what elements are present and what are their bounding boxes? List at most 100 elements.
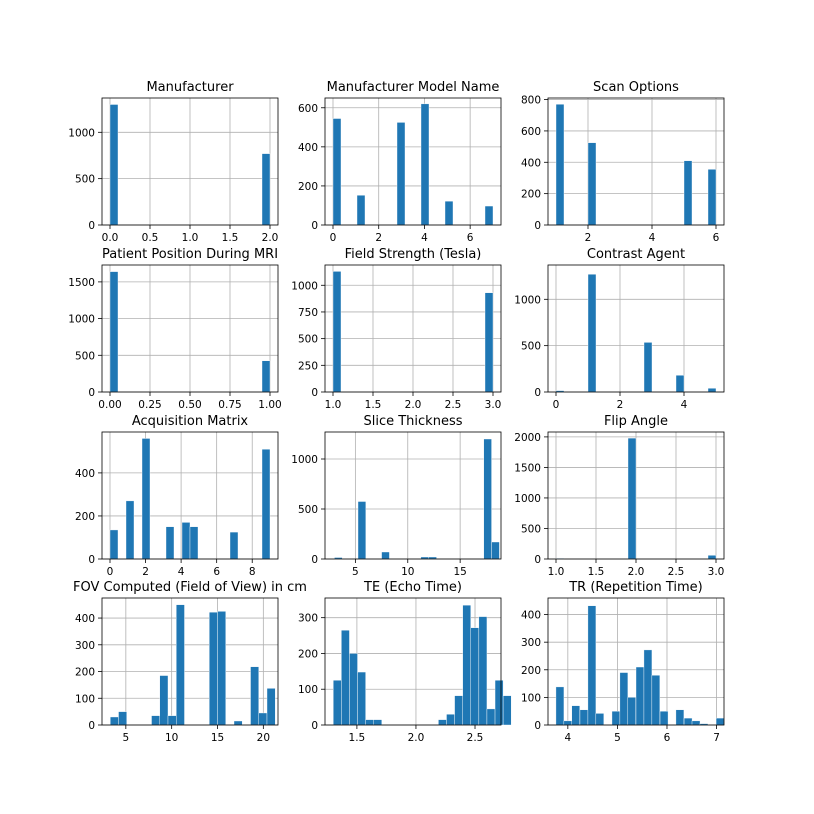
axes-frame [324, 431, 502, 560]
histogram-bar [555, 104, 565, 226]
histogram-bar [563, 720, 573, 726]
axes-frame [101, 597, 279, 726]
x-tick-label: 2.5 [668, 566, 685, 578]
x-tick-label: 1.00 [258, 399, 281, 411]
histogram-bar [233, 720, 243, 726]
histogram-bar [707, 169, 717, 226]
y-tick-label: 200 [521, 665, 541, 677]
y-tick-label: 200 [298, 181, 318, 193]
x-tick-label: 10 [165, 732, 178, 744]
histogram-bar [349, 653, 358, 726]
histogram-bar [483, 438, 492, 560]
chart-title: TR (Repetition Time) [568, 580, 703, 595]
histogram-bar [217, 611, 226, 726]
y-tick-label: 500 [75, 350, 95, 362]
x-tick-label: 1.0 [325, 399, 342, 411]
histogram-bar [715, 717, 725, 726]
y-tick-label: 400 [75, 468, 95, 480]
y-tick-label: 500 [75, 174, 95, 186]
chart-te-echo-time: 1.5 2.0 2.5 0 100 200 300 TE (Echo Time) [298, 580, 512, 744]
histogram-bar [332, 118, 342, 226]
x-tick-label: 2.0 [628, 566, 645, 578]
y-tick-label: 300 [521, 637, 541, 649]
y-tick-label: 400 [521, 157, 541, 169]
y-tick-label: 1000 [291, 280, 318, 292]
y-tick-label: 200 [521, 189, 541, 201]
chart-title: Patient Position During MRI [102, 247, 278, 262]
axes-frame [547, 264, 725, 393]
x-tick-label: 7 [713, 732, 720, 744]
histogram-bar [446, 714, 455, 726]
y-tick-label: 200 [75, 667, 95, 679]
x-tick-label: 0 [330, 232, 337, 244]
y-tick-label: 2000 [514, 432, 541, 444]
x-tick-label: 5 [122, 732, 129, 744]
histogram-bar [470, 627, 480, 726]
x-tick-label: 3.0 [485, 399, 502, 411]
histogram-bar [332, 271, 342, 393]
x-tick-label: 1.5 [349, 732, 366, 744]
histogram-bar [109, 529, 119, 560]
histogram-bar [341, 629, 350, 726]
histogram-bar [675, 375, 685, 393]
chart-slice-thickness: 5 10 15 0 500 1000 Slice Thickness [291, 414, 502, 578]
y-tick-label: 0 [88, 720, 95, 732]
x-tick-label: 2 [617, 399, 624, 411]
histogram-bar [250, 666, 259, 726]
x-tick-label: 2.5 [467, 732, 484, 744]
histogram-bar [118, 711, 127, 726]
x-tick-label: 3.0 [708, 566, 725, 578]
y-tick-label: 0 [534, 720, 541, 732]
y-tick-label: 0 [311, 220, 318, 232]
x-tick-label: 1.5 [365, 399, 382, 411]
histogram-bar [683, 717, 693, 726]
y-tick-label: 200 [75, 511, 95, 523]
histogram-bar [420, 103, 430, 226]
histogram-bar [373, 719, 383, 726]
histogram-bar [167, 715, 177, 726]
y-tick-label: 250 [298, 360, 318, 372]
x-tick-label: 15 [211, 732, 224, 744]
chart-title: Contrast Agent [587, 247, 685, 262]
y-tick-label: 300 [75, 640, 95, 652]
histogram-bar [396, 122, 406, 226]
x-tick-label: 2.0 [408, 732, 425, 744]
x-tick-label: 2 [375, 232, 382, 244]
histogram-bar [659, 710, 669, 726]
histogram-bar [635, 666, 645, 726]
chart-manufacturer: 0.0 0.5 1.0 1.5 2.0 0 500 1000 Manufacturer [68, 80, 279, 244]
axes-frame [547, 597, 725, 726]
histogram-bar [141, 438, 151, 560]
histogram-bar [209, 611, 218, 726]
histogram-bar [110, 716, 119, 726]
y-tick-label: 600 [298, 103, 318, 115]
x-tick-label: 4 [564, 732, 571, 744]
histogram-bar [261, 360, 271, 393]
y-tick-label: 500 [298, 504, 318, 516]
y-tick-label: 500 [521, 341, 541, 353]
histogram-bar [159, 675, 169, 726]
histogram-bar [357, 671, 366, 726]
histogram-bar [454, 695, 463, 726]
histogram-bar [261, 153, 271, 226]
x-tick-label: 0.75 [218, 399, 241, 411]
histogram-bar [151, 715, 160, 726]
axes-frame [101, 431, 279, 560]
y-tick-label: 600 [521, 126, 541, 138]
histogram-bar [484, 292, 494, 393]
y-tick-label: 1000 [514, 294, 541, 306]
y-tick-label: 100 [521, 692, 541, 704]
y-tick-label: 1000 [68, 314, 95, 326]
histogram-bar [611, 710, 621, 726]
y-tick-label: 0 [311, 554, 318, 566]
y-tick-label: 500 [521, 523, 541, 535]
histogram-bar [381, 551, 390, 560]
y-tick-label: 0 [88, 220, 95, 232]
chart-contrast-agent: 0 2 4 0 500 1000 Contrast Agent [514, 247, 725, 411]
histogram-bar [587, 274, 597, 393]
histogram-bar [189, 526, 199, 560]
y-tick-label: 1500 [514, 462, 541, 474]
histogram-bar [707, 388, 717, 393]
x-tick-label: 2 [142, 566, 149, 578]
